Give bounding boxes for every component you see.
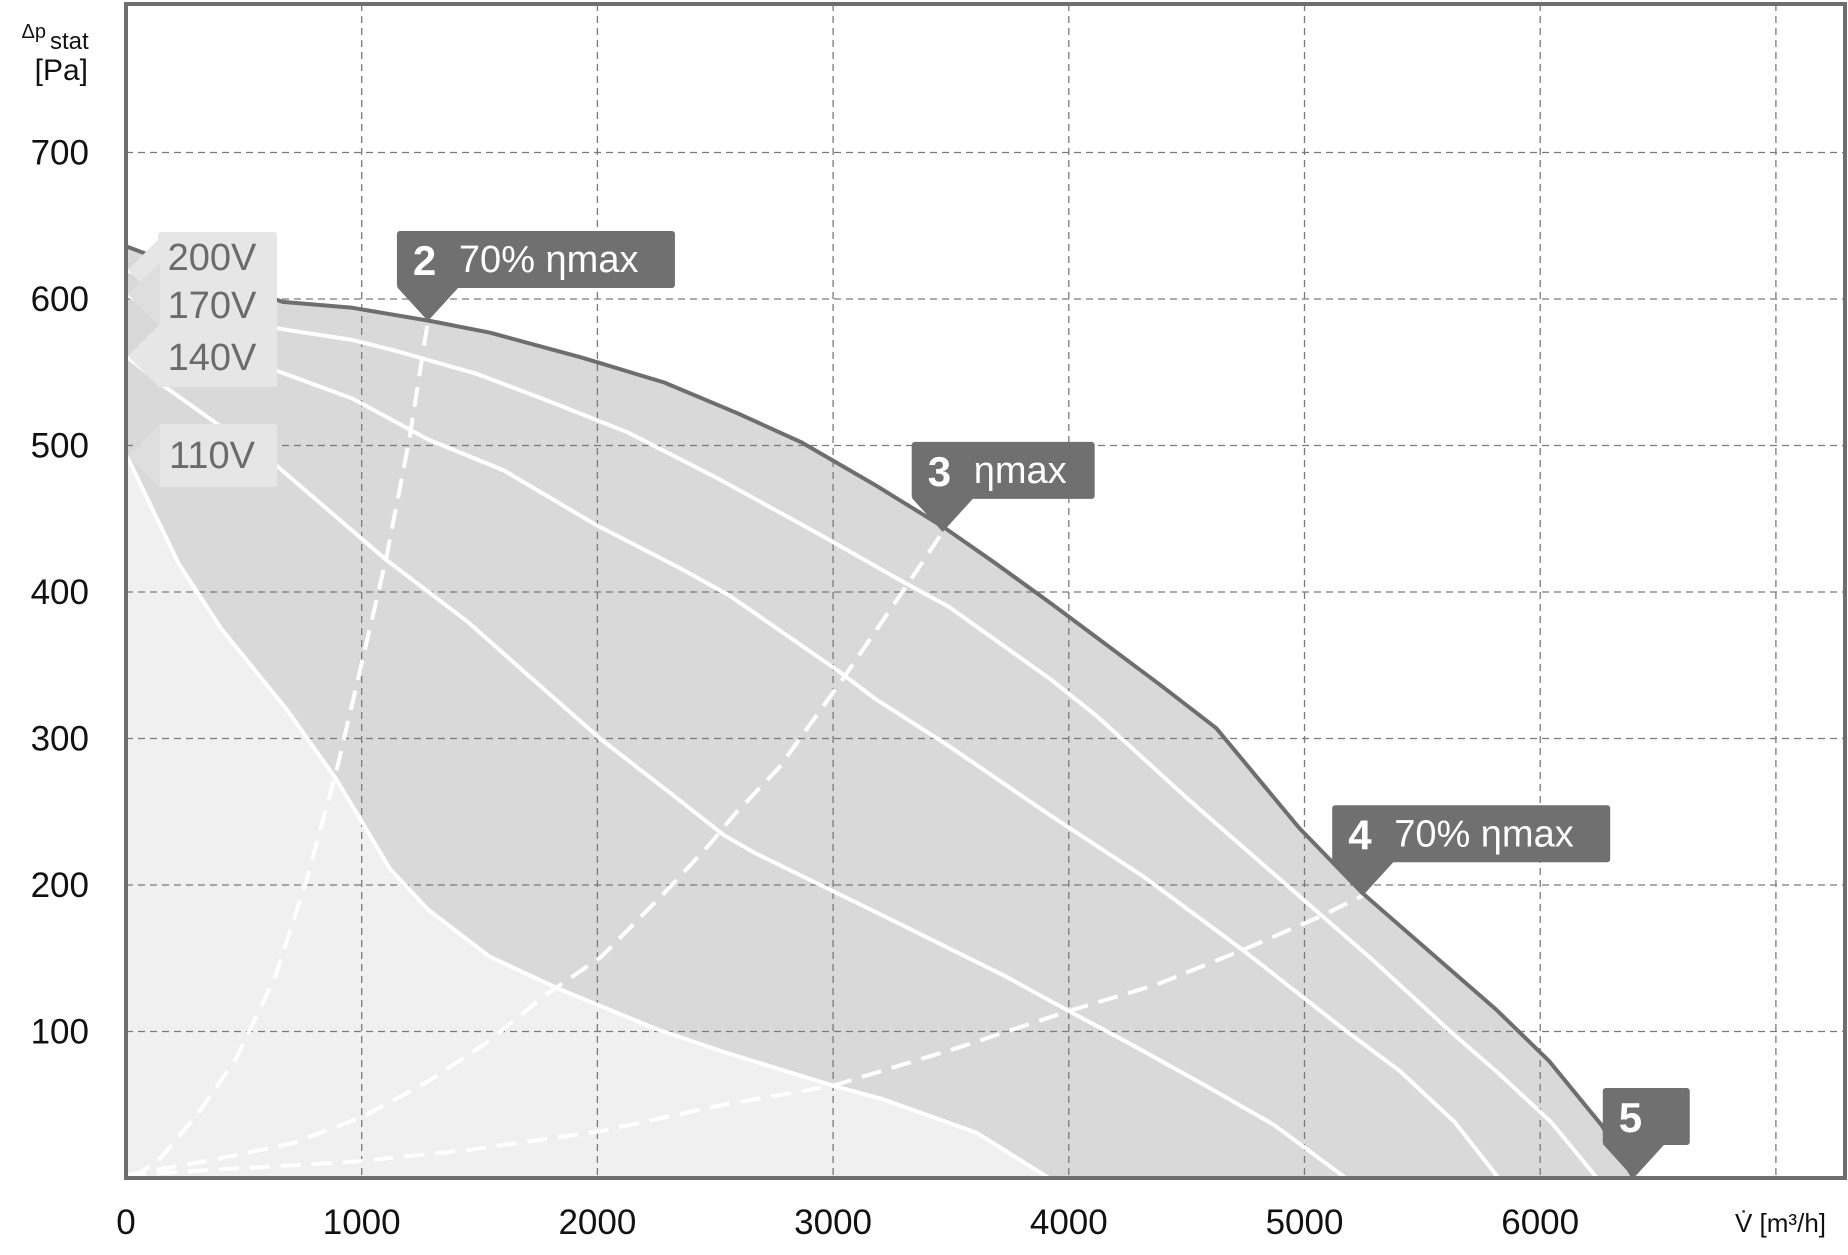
- curves: [124, 244, 1636, 1180]
- callout-box: [911, 441, 1095, 499]
- y-axis-unit: [Pa]: [35, 54, 88, 87]
- x-axis-title: V̇ [m³/h]: [1735, 1208, 1826, 1238]
- callout-text: 70% ηmax: [459, 239, 639, 281]
- x-tick-label: 2000: [558, 1203, 636, 1242]
- callout-number: 5: [1619, 1094, 1642, 1141]
- y-axis-title: Δp stat [Pa]: [22, 21, 90, 87]
- voltage-tag-pointer: [128, 324, 160, 389]
- x-tick-label: 1000: [323, 1203, 401, 1242]
- low-area: [126, 454, 1049, 1178]
- voltage-label: 200V: [168, 237, 257, 279]
- callouts: 2 70% ηmax 3 ηmax 4 70% ηmax 5: [396, 230, 1690, 1178]
- curve-170V: [124, 292, 1501, 1180]
- voltage-tag-pointer: [128, 262, 160, 327]
- voltage-tag-box: [158, 232, 277, 387]
- y-tick-label: 500: [31, 427, 89, 466]
- system-line-4: [125, 893, 1365, 1178]
- callout-box: [1332, 805, 1611, 863]
- grid: [126, 4, 1845, 1178]
- y-tick-label: 600: [31, 280, 89, 319]
- callout-number: 4: [1348, 811, 1372, 858]
- system-line-3: [125, 530, 945, 1178]
- y-axis-subscript: stat: [50, 28, 89, 55]
- callout-number: 2: [413, 237, 436, 284]
- callout-pointer: [1332, 861, 1395, 896]
- y-axis-symbol: Δp: [22, 21, 46, 43]
- callout-box: [396, 230, 675, 288]
- voltage-tag-box: [158, 424, 277, 487]
- voltage-tag-pointer: [128, 423, 160, 488]
- x-tick-label: 3000: [794, 1203, 872, 1242]
- callout-box: [1602, 1088, 1690, 1145]
- callout-pointer: [396, 286, 459, 321]
- tick-labels: 0 1000 2000 3000 4000 5000 6000 100 200 300 400 500…: [31, 134, 1580, 1243]
- curve-200V: [124, 267, 1599, 1180]
- envelope-curve: [125, 244, 1636, 1180]
- callout-text: 70% ηmax: [1394, 813, 1574, 855]
- curve-110V: [124, 452, 1051, 1180]
- y-tick-label: 200: [31, 866, 89, 905]
- x-tick-label: 0: [116, 1203, 135, 1242]
- callout-number: 3: [928, 448, 951, 495]
- y-tick-label: 400: [31, 573, 89, 612]
- x-tick-label: 6000: [1501, 1203, 1579, 1242]
- x-tick-label: 5000: [1266, 1203, 1344, 1242]
- plot-frame: [124, 2, 1847, 1180]
- callout-pointer: [1602, 1144, 1665, 1178]
- x-tick-label: 4000: [1030, 1203, 1108, 1242]
- voltage-label: 170V: [168, 285, 257, 327]
- voltage-label: 140V: [168, 337, 257, 379]
- voltage-label: 110V: [169, 435, 256, 477]
- callout-pointer: [911, 497, 974, 532]
- curve-140V: [124, 354, 1348, 1180]
- callout-text: ηmax: [974, 450, 1067, 492]
- y-tick-label: 700: [31, 134, 89, 173]
- y-tick-label: 300: [31, 720, 89, 759]
- voltage-labels: 200V 170V 140V 110V: [128, 232, 277, 488]
- areas: [126, 246, 1634, 1179]
- system-line-2: [131, 320, 430, 1180]
- y-tick-label: 100: [31, 1013, 89, 1052]
